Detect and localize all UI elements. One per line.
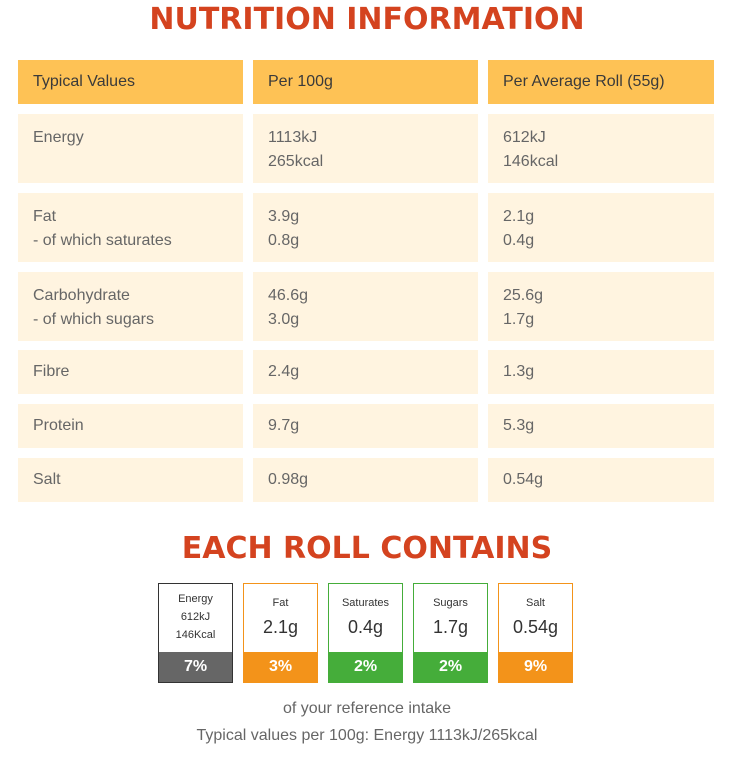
value-line: 265kcal (268, 153, 324, 170)
badge-label: Fat (272, 597, 289, 609)
badge-value: 1.7g (432, 617, 469, 637)
badge-percent: 2% (329, 652, 402, 682)
table-row-energy: Energy 1113kJ 265kcal 612kJ 146kcal (18, 114, 714, 183)
value-line: 25.6g (503, 287, 544, 304)
table-row-salt: Salt 0.98g 0.54g (18, 458, 714, 502)
header-per-100g: Per 100g (253, 60, 478, 104)
row-sublabel-line: - of which saturates (33, 232, 172, 249)
table-row-protein: Protein 9.7g 5.3g (18, 404, 714, 448)
row-label: Carbohydrate - of which sugars (18, 272, 243, 341)
reference-intake-note: of your reference intake (282, 700, 452, 717)
value-line: 0.4g (503, 232, 535, 249)
row-per-roll: 0.54g (488, 458, 714, 502)
badge-energy: Energy 612kJ 146Kcal 7% (158, 583, 233, 683)
badge-value: 0.4g (347, 617, 384, 637)
row-label-line: Carbohydrate (33, 287, 130, 304)
header-typical-values: Typical Values (18, 60, 243, 104)
row-label-line: Fibre (33, 363, 70, 380)
row-label: Protein (18, 404, 243, 448)
row-label-line: Energy (33, 129, 84, 146)
value-line: 146kcal (503, 153, 559, 170)
badge-percent: 3% (244, 652, 317, 682)
row-per-100g: 0.98g (253, 458, 478, 502)
row-per-100g: 9.7g (253, 404, 478, 448)
value-line: 1.7g (503, 311, 535, 328)
value-line: 0.98g (268, 471, 309, 488)
value-line: 2.4g (268, 363, 300, 380)
row-per-roll: 5.3g (488, 404, 714, 448)
row-per-100g: 1113kJ 265kcal (253, 114, 478, 183)
each-roll-title: EACH ROLL CONTAINS (181, 531, 553, 566)
row-per-roll: 1.3g (488, 350, 714, 394)
value-line: 0.8g (268, 232, 300, 249)
badge-label: Energy (178, 593, 213, 605)
row-label-line: Protein (33, 417, 84, 434)
badge-percent: 2% (414, 652, 487, 682)
value-line: 5.3g (503, 417, 535, 434)
row-per-100g: 3.9g 0.8g (253, 193, 478, 262)
value-line: 9.7g (268, 417, 300, 434)
table-row-fat: Fat - of which saturates 3.9g 0.8g 2.1g 0.4… (18, 193, 714, 262)
traffic-light-badges: Energy 612kJ 146Kcal 7% Fat 2.1g 3% Satu… (0, 583, 734, 683)
row-label: Fat - of which saturates (18, 193, 243, 262)
row-label: Energy (18, 114, 243, 183)
row-per-100g: 2.4g (253, 350, 478, 394)
badge-salt: Salt 0.54g 9% (498, 583, 573, 683)
value-line: 3.0g (268, 311, 300, 328)
table-row-carbohydrate: Carbohydrate - of which sugars 46.6g 3.0g … (18, 272, 714, 341)
value-line: 2.1g (503, 208, 535, 225)
table-header: Typical Values Per 100g Per Average Roll… (18, 60, 714, 104)
badge-value: 0.54g (512, 617, 559, 637)
row-label-line: Salt (33, 471, 61, 488)
badge-value: 2.1g (262, 617, 299, 637)
value-line: 3.9g (268, 208, 300, 225)
typical-values-note: Typical values per 100g: Energy 1113kJ/2… (196, 727, 538, 744)
row-sublabel-line: - of which sugars (33, 311, 154, 328)
row-per-roll: 25.6g 1.7g (488, 272, 714, 341)
badge-kj: 612kJ (180, 611, 211, 623)
header-per-roll: Per Average Roll (55g) (488, 60, 714, 104)
value-line: 612kJ (503, 129, 546, 146)
value-line: 1.3g (503, 363, 535, 380)
value-line: 1113kJ (268, 129, 318, 146)
row-per-roll: 2.1g 0.4g (488, 193, 714, 262)
nutrition-title: NUTRITION INFORMATION (149, 2, 585, 37)
value-line: 0.54g (503, 471, 544, 488)
badge-label: Salt (526, 597, 545, 609)
badge-saturates: Saturates 0.4g 2% (328, 583, 403, 683)
row-label: Fibre (18, 350, 243, 394)
badge-percent: 9% (499, 652, 572, 682)
row-per-100g: 46.6g 3.0g (253, 272, 478, 341)
badge-label: Saturates (341, 597, 390, 609)
badge-label: Sugars (433, 597, 468, 609)
badge-percent: 7% (159, 652, 232, 682)
row-label-line: Fat (33, 208, 57, 225)
row-per-roll: 612kJ 146kcal (488, 114, 714, 183)
table-row-fibre: Fibre 2.4g 1.3g (18, 350, 714, 394)
badge-fat: Fat 2.1g 3% (243, 583, 318, 683)
badge-sugars: Sugars 1.7g 2% (413, 583, 488, 683)
row-label: Salt (18, 458, 243, 502)
badge-kcal: 146Kcal (175, 629, 216, 641)
value-line: 46.6g (268, 287, 309, 304)
